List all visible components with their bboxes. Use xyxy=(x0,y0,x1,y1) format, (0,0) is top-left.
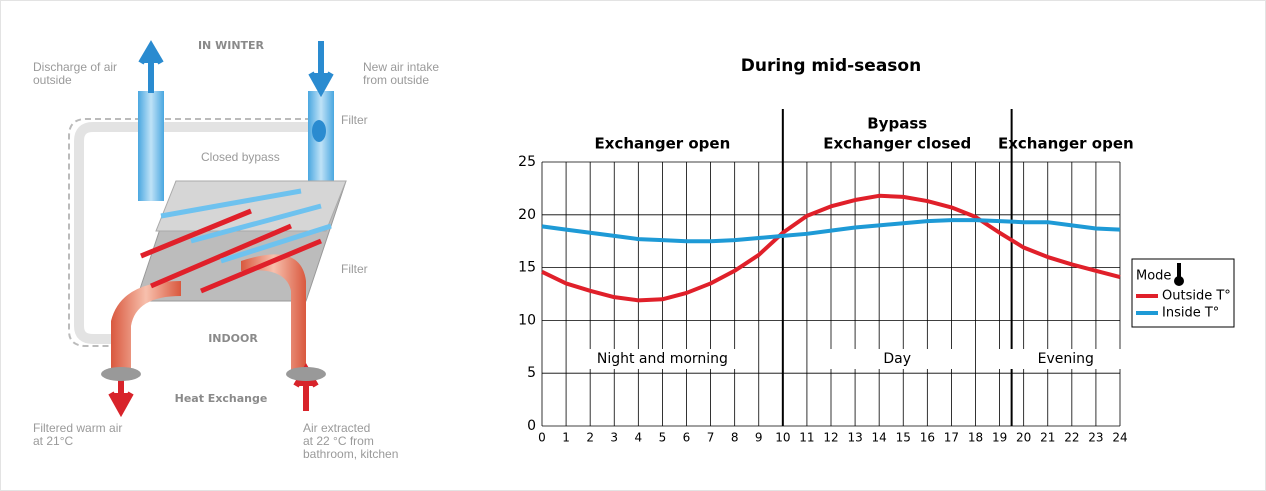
x-tick-label: 13 xyxy=(847,431,862,445)
y-tick-label: 15 xyxy=(518,260,536,276)
period-label: Day xyxy=(883,351,911,367)
legend-label: Inside T° xyxy=(1162,306,1219,321)
x-tick-label: 6 xyxy=(683,431,691,445)
period-label: Night and morning xyxy=(597,351,728,367)
period-label: Evening xyxy=(1038,351,1094,367)
x-tick-label: 5 xyxy=(659,431,667,445)
x-tick-label: 14 xyxy=(872,431,887,445)
chart-title: During mid-season xyxy=(741,56,921,76)
x-tick-label: 18 xyxy=(968,431,983,445)
x-tick-label: 22 xyxy=(1064,431,1079,445)
x-tick-label: 11 xyxy=(799,431,814,445)
label: at 21°C xyxy=(33,434,73,448)
label: Discharge of air xyxy=(33,60,117,74)
diagram: IN WINTER Discharge of air outside New a… xyxy=(33,39,439,461)
x-tick-label: 4 xyxy=(635,431,643,445)
diagram-title: IN WINTER xyxy=(198,39,265,52)
legend-box xyxy=(1131,258,1235,328)
x-tick-label: 21 xyxy=(1040,431,1055,445)
x-tick-label: 12 xyxy=(823,431,838,445)
x-tick-label: 17 xyxy=(944,431,959,445)
label: outside xyxy=(33,73,72,87)
label: Filter xyxy=(341,262,368,276)
series-line xyxy=(541,193,1121,303)
y-tick-label: 0 xyxy=(527,418,536,434)
x-tick-label: 1 xyxy=(562,431,570,445)
intake-arrow xyxy=(308,41,334,98)
legend-icon xyxy=(1174,276,1184,286)
warm-arrows xyxy=(140,208,322,294)
vent xyxy=(286,367,326,381)
y-tick-label: 25 xyxy=(518,154,536,170)
legend-label: Outside T° xyxy=(1162,289,1231,304)
period-label-bg xyxy=(822,349,973,369)
x-tick-label: 20 xyxy=(1016,431,1031,445)
section-label: Exchanger closed xyxy=(823,135,971,153)
label: Filter xyxy=(341,113,368,127)
cool-arrows xyxy=(160,188,332,264)
section-label: Exchanger open xyxy=(595,135,731,153)
x-tick-label: 8 xyxy=(731,431,739,445)
x-tick-label: 9 xyxy=(755,431,763,445)
x-tick-label: 3 xyxy=(610,431,618,445)
x-tick-label: 10 xyxy=(775,431,790,445)
label: New air intake xyxy=(363,60,439,74)
x-tick-label: 15 xyxy=(896,431,911,445)
period-label-bg xyxy=(587,349,738,369)
discharge-arrow xyxy=(138,40,164,93)
y-tick-label: 20 xyxy=(518,207,536,223)
bypass-duct xyxy=(68,118,311,347)
legend-icon xyxy=(1177,263,1181,279)
x-tick-label: 19 xyxy=(992,431,1007,445)
x-tick-label: 0 xyxy=(538,431,546,445)
series-line xyxy=(541,218,1121,244)
label: Air extracted xyxy=(303,421,370,435)
vent xyxy=(101,367,141,381)
legend-title: Mode xyxy=(1136,269,1171,284)
bypass-duct-fill xyxy=(74,122,311,344)
label: at 22 °C from xyxy=(303,434,374,448)
x-tick-label: 24 xyxy=(1112,431,1127,445)
extract-pipe xyxy=(241,254,306,371)
y-tick-label: 10 xyxy=(518,312,536,328)
label: from outside xyxy=(363,73,429,87)
label: Filtered warm air xyxy=(33,421,122,435)
x-tick-label: 2 xyxy=(586,431,594,445)
supply-pipe xyxy=(111,281,181,371)
label: Heat Exchange xyxy=(175,392,268,405)
discharge-pipe xyxy=(138,91,164,201)
period-label-bg xyxy=(990,349,1141,369)
y-tick-label: 5 xyxy=(527,365,536,381)
x-tick-label: 7 xyxy=(707,431,715,445)
filter-icon xyxy=(312,120,326,142)
section-label: Exchanger open xyxy=(998,135,1134,153)
x-tick-label: 16 xyxy=(920,431,935,445)
label: bathroom, kitchen xyxy=(303,447,398,461)
x-tick-label: 23 xyxy=(1088,431,1103,445)
label: Closed bypass xyxy=(201,150,280,164)
label: INDOOR xyxy=(208,332,258,345)
section-label: Bypass xyxy=(867,115,927,133)
